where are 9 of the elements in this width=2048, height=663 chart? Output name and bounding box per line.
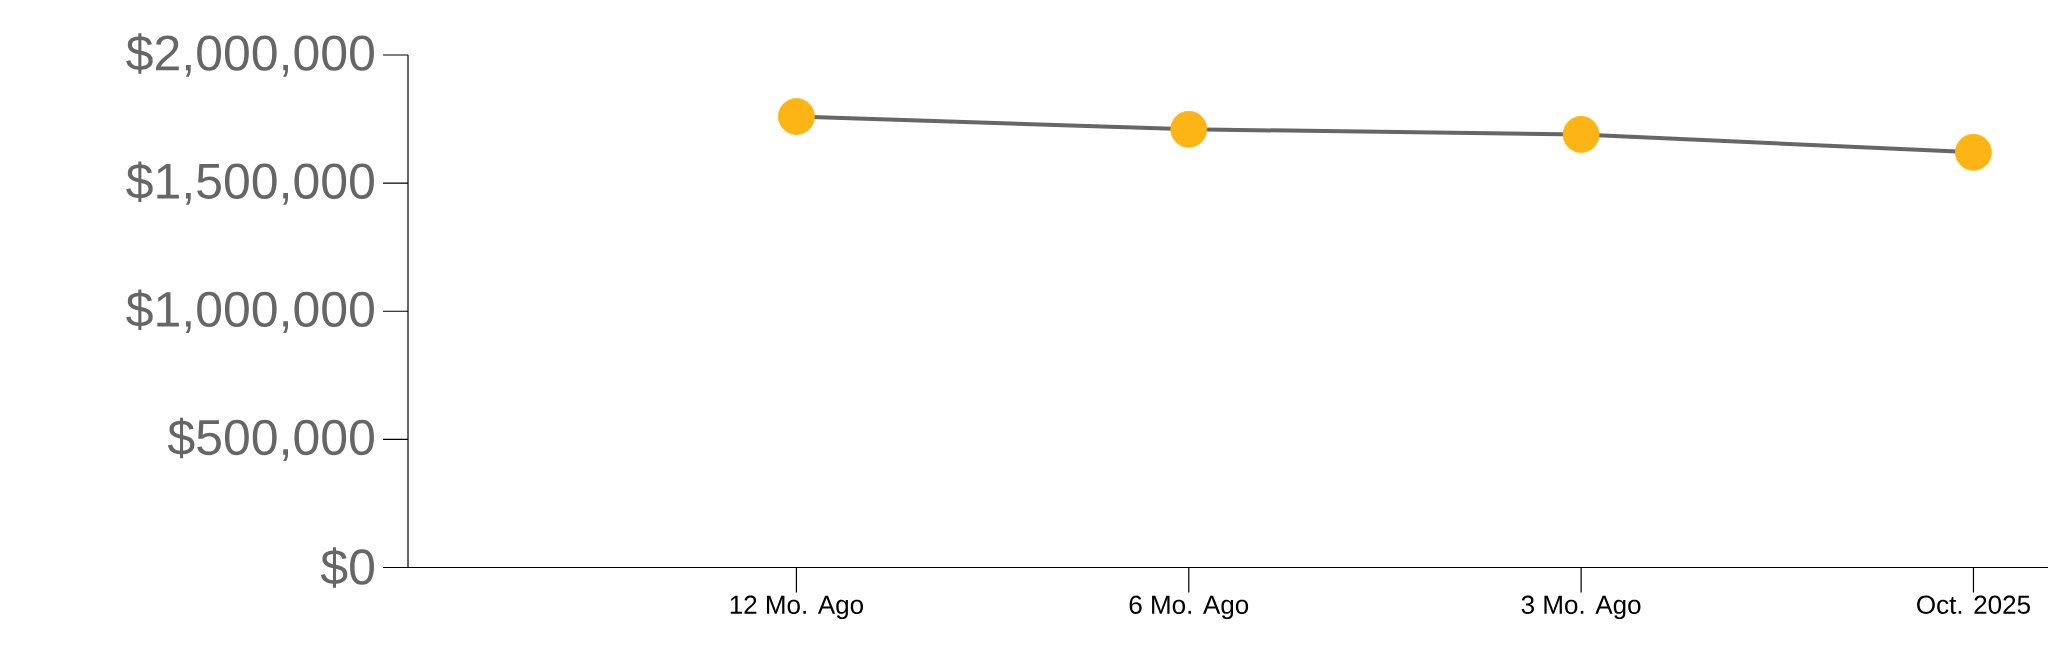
x-tick-label: 12 Mo. Ago [730, 595, 863, 620]
y-tick-label: $0 [320, 547, 374, 588]
x-tick-label: 6 Mo. Ago [1129, 595, 1249, 620]
y-tick-label: $1,500,000 [126, 161, 374, 205]
y-tick-label: $2,000,000 [126, 33, 374, 77]
y-tick-label: $500,000 [167, 417, 374, 462]
x-tick-label: 3 Mo. Ago [1521, 595, 1641, 620]
x-tick-label: Oct. 2025 [1917, 595, 2030, 614]
y-tick-label: $1,000,000 [126, 289, 374, 333]
